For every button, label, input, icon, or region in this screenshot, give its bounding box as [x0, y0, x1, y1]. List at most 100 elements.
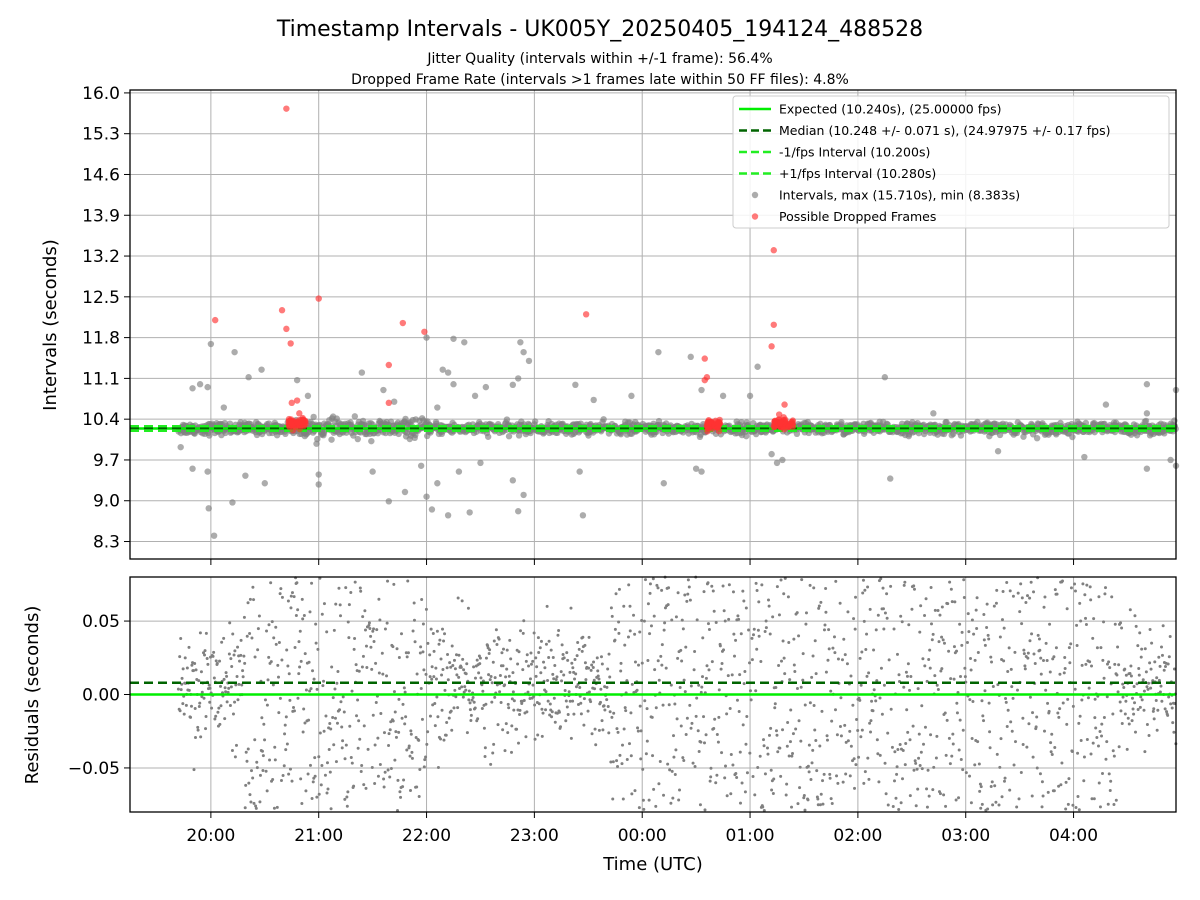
residual-point	[685, 716, 689, 720]
residual-point	[763, 629, 767, 633]
residual-point	[198, 701, 202, 705]
residual-point	[524, 659, 528, 663]
interval-outlier-point	[439, 366, 446, 373]
residual-point	[820, 709, 824, 713]
residual-point	[234, 683, 238, 687]
residual-point	[1143, 647, 1147, 651]
residual-point	[1001, 589, 1005, 593]
residual-point	[1050, 732, 1054, 736]
residual-point	[270, 620, 274, 624]
residual-point	[1002, 659, 1006, 663]
residual-point	[964, 680, 968, 684]
residual-point	[726, 674, 730, 678]
dropped-frame-point	[777, 419, 784, 427]
residual-point	[944, 753, 948, 757]
residual-point	[1044, 688, 1048, 692]
residual-point	[1160, 645, 1164, 649]
residual-point	[712, 727, 716, 731]
residual-point	[770, 788, 774, 792]
interval-point	[505, 433, 513, 440]
residual-point	[372, 627, 376, 631]
residual-point	[960, 630, 964, 634]
interval-outlier-point	[434, 404, 441, 411]
residual-point	[198, 631, 202, 635]
residual-point	[552, 677, 556, 681]
residual-point	[517, 650, 521, 654]
residual-point	[960, 643, 964, 647]
residual-point	[799, 685, 803, 689]
residual-point	[511, 690, 515, 694]
residual-point	[1015, 688, 1019, 692]
interval-point	[793, 430, 801, 438]
residual-point	[1103, 592, 1107, 596]
residual-point	[257, 614, 261, 618]
residual-point	[669, 683, 673, 687]
residual-point	[643, 578, 647, 582]
residual-point	[830, 719, 834, 723]
residual-point	[356, 746, 360, 750]
residual-point	[632, 613, 636, 617]
residual-point	[800, 578, 804, 582]
residual-point	[435, 695, 439, 699]
residual-point	[468, 708, 472, 712]
interval-outlier-point	[293, 376, 301, 384]
dropped-frame-point	[296, 410, 303, 417]
residual-point	[329, 807, 333, 811]
residual-point	[818, 744, 822, 748]
residual-point	[457, 653, 461, 657]
residual-point	[1140, 647, 1144, 651]
intervals-y-tick-label: 11.8	[82, 329, 120, 349]
residual-point	[564, 719, 568, 723]
residual-point	[498, 673, 502, 677]
residual-point	[354, 663, 358, 667]
residual-point	[1130, 719, 1134, 723]
chart-subtitle-jitter: Jitter Quality (intervals within +/-1 fr…	[426, 51, 772, 67]
residual-point	[322, 729, 326, 733]
residual-point	[1078, 714, 1082, 718]
residual-point	[840, 658, 844, 662]
residual-point	[578, 685, 582, 689]
residual-point	[620, 762, 624, 766]
residual-point	[339, 700, 343, 704]
residual-point	[994, 800, 998, 804]
dropped-frame-point	[785, 423, 793, 430]
residual-point	[987, 637, 991, 641]
interval-outlier-point	[466, 509, 473, 516]
residual-point	[333, 687, 337, 691]
residual-point	[1071, 704, 1075, 708]
intervals-points	[175, 334, 1180, 539]
residual-point	[750, 658, 754, 662]
residual-point	[992, 604, 996, 608]
interval-outlier-point	[358, 369, 366, 376]
residual-point	[851, 703, 855, 707]
legend-label: Intervals, max (15.710s), min (8.383s)	[779, 188, 1020, 203]
residual-point	[909, 674, 913, 678]
residual-point	[1007, 646, 1011, 650]
residual-point	[343, 797, 347, 801]
residual-point	[942, 793, 946, 797]
residual-point	[779, 578, 783, 582]
residual-point	[506, 731, 510, 735]
residual-point	[1068, 661, 1072, 665]
residual-point	[667, 703, 671, 707]
residual-point	[477, 671, 481, 675]
residual-point	[797, 634, 801, 638]
residual-point	[1138, 631, 1142, 635]
residual-point	[669, 801, 673, 805]
residual-point	[923, 664, 927, 668]
residual-point	[1058, 707, 1062, 711]
residual-point	[304, 688, 308, 692]
interval-outlier-point	[1102, 401, 1110, 408]
residual-point	[606, 704, 610, 708]
residual-point	[325, 630, 329, 634]
residual-point	[1011, 696, 1015, 700]
interval-outlier-point	[189, 465, 196, 472]
residual-point	[1121, 682, 1125, 686]
residual-point	[231, 632, 235, 636]
residual-point	[1138, 705, 1142, 709]
residual-point	[985, 602, 989, 606]
interval-outlier-point	[1143, 465, 1151, 472]
residual-point	[829, 797, 833, 801]
residual-point	[245, 759, 249, 763]
residual-point	[453, 688, 457, 692]
